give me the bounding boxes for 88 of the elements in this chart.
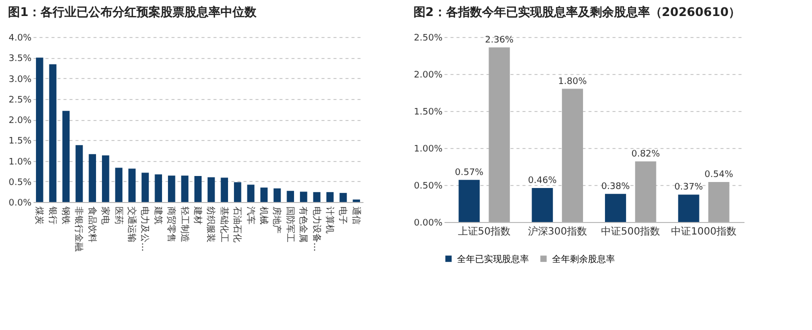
data-label: 0.57% xyxy=(454,168,484,178)
data-label: 0.82% xyxy=(631,149,660,160)
bar xyxy=(128,168,136,202)
bar xyxy=(36,58,44,202)
y-tick-label: 2.00% xyxy=(414,70,443,80)
bar xyxy=(168,176,176,202)
x-tick-label: 计算机 xyxy=(324,206,335,234)
x-tick-label: 医药 xyxy=(112,206,124,224)
bar xyxy=(708,182,730,222)
bar xyxy=(604,194,626,222)
chart-title: 图2：各指数今年已实现股息率及剩余股息率（20260610） xyxy=(413,5,741,19)
x-tick-label: 商贸零售 xyxy=(166,206,177,242)
legend-label: 全年已实现股息率 xyxy=(457,254,529,265)
x-tick-label: 沪深300指数 xyxy=(528,226,587,238)
bar xyxy=(488,47,510,222)
bar xyxy=(62,110,70,202)
x-tick-label: 中证500指数 xyxy=(601,226,660,238)
bar xyxy=(208,177,215,202)
bar xyxy=(194,176,202,202)
bar xyxy=(313,192,320,202)
bar xyxy=(678,194,700,222)
y-tick-label: 2.5% xyxy=(8,95,32,106)
x-tick-label: 钢铁 xyxy=(60,206,71,224)
bar xyxy=(220,178,228,202)
data-label: 0.46% xyxy=(528,176,558,186)
bar xyxy=(274,188,281,202)
x-tick-label: 轻工制造 xyxy=(178,206,190,242)
bar xyxy=(142,172,149,202)
bar xyxy=(247,184,254,202)
data-label: 0.38% xyxy=(601,182,630,192)
y-tick-label: 0.00% xyxy=(414,218,443,228)
x-tick-label: 电力及公… xyxy=(139,206,150,252)
bar xyxy=(154,174,162,202)
y-tick-label: 1.50% xyxy=(414,108,443,118)
bar xyxy=(286,190,294,202)
bar xyxy=(49,64,56,202)
x-tick-label: 基础化工 xyxy=(218,206,230,242)
x-tick-label: 上证50指数 xyxy=(458,226,511,238)
x-tick-label: 房地产 xyxy=(271,206,282,234)
bar xyxy=(102,155,110,202)
bar xyxy=(326,192,334,202)
bar xyxy=(234,182,242,202)
x-tick-label: 建筑 xyxy=(152,206,164,224)
bar xyxy=(635,161,656,222)
bar xyxy=(562,88,584,222)
x-tick-label: 有色金属 xyxy=(298,206,309,242)
x-tick-label: 交通运输 xyxy=(126,206,137,242)
data-label: 0.54% xyxy=(704,170,734,180)
y-tick-label: 4.0% xyxy=(8,34,32,44)
x-tick-label: 中证1000指数 xyxy=(671,226,736,238)
data-label: 1.80% xyxy=(558,76,588,87)
x-tick-label: 建材 xyxy=(192,206,203,224)
x-tick-label: 汽车 xyxy=(244,206,256,224)
bar xyxy=(115,168,122,202)
y-tick-label: 3.5% xyxy=(8,54,32,64)
x-tick-label: 石油石化 xyxy=(232,206,243,242)
bar xyxy=(300,192,308,202)
x-tick-label: 银行 xyxy=(46,206,58,224)
y-tick-label: 2.50% xyxy=(414,34,443,44)
y-tick-label: 0.0% xyxy=(8,198,32,208)
bar xyxy=(458,180,480,222)
bar xyxy=(260,188,268,202)
y-tick-label: 1.00% xyxy=(414,144,443,154)
y-tick-label: 1.5% xyxy=(8,136,32,147)
x-tick-label: 食品饮料 xyxy=(86,206,98,242)
data-label: 0.37% xyxy=(674,182,704,193)
bar xyxy=(88,154,96,202)
bar xyxy=(181,176,188,202)
x-tick-label: 煤炭 xyxy=(34,206,45,224)
x-tick-label: 国防军工 xyxy=(284,206,296,242)
x-tick-label: 纺织服装 xyxy=(205,206,216,242)
y-tick-label: 0.50% xyxy=(414,182,443,192)
data-label: 2.36% xyxy=(485,35,514,46)
chart-title: 图1：各行业已公布分红预案股票股息率中位数 xyxy=(8,5,258,19)
x-tick-label: 非银行金融 xyxy=(73,206,84,252)
bar xyxy=(340,192,347,202)
x-tick-label: 通信 xyxy=(350,206,362,224)
y-tick-label: 3.0% xyxy=(8,74,32,85)
x-tick-label: 机械 xyxy=(258,206,269,224)
y-tick-label: 0.5% xyxy=(8,178,32,188)
bar xyxy=(76,145,83,202)
x-tick-label: 电力设备… xyxy=(310,206,322,252)
x-tick-label: 家电 xyxy=(100,206,111,224)
x-tick-label: 电子 xyxy=(337,206,348,224)
bar xyxy=(532,188,553,222)
y-tick-label: 1.0% xyxy=(8,157,32,168)
legend-label: 全年剩余股息率 xyxy=(552,254,615,265)
y-tick-label: 2.0% xyxy=(8,116,32,126)
